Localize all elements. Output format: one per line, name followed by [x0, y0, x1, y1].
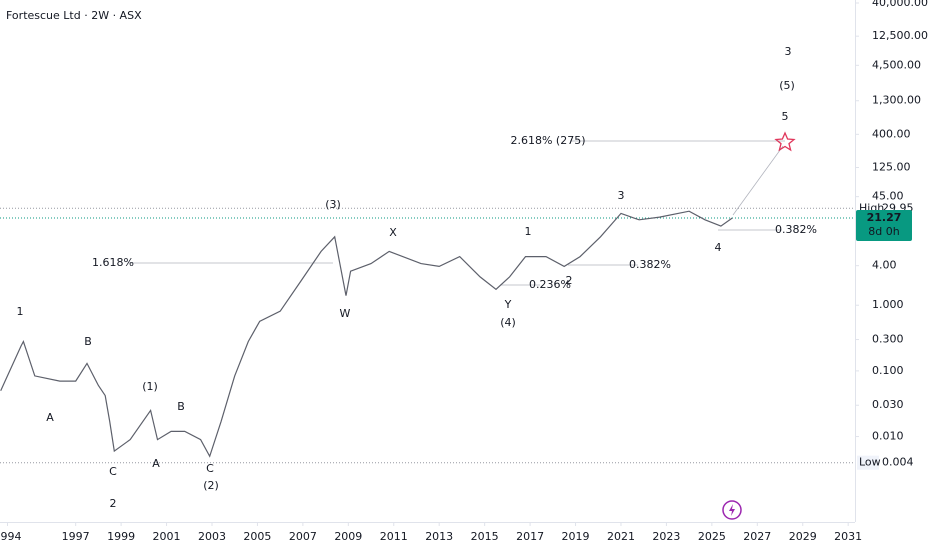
x-tick-label: 1994 — [0, 530, 21, 543]
wave-label: 1.618% — [92, 256, 134, 269]
wave-label: C — [109, 465, 117, 478]
last-countdown: 8d 0h — [868, 225, 899, 238]
fib-lines — [128, 140, 785, 286]
wave-label: 3 — [785, 45, 792, 58]
low-label: Low — [859, 456, 881, 469]
wave-label: W — [340, 307, 351, 320]
y-tick-label: 4,500.00 — [872, 58, 921, 71]
wave-label: 4 — [715, 241, 722, 254]
event-bolt — [729, 504, 735, 516]
y-tick-label: 12,500.00 — [872, 29, 928, 42]
y-tick-label: 0.010 — [872, 430, 904, 443]
x-tick-label: 2003 — [198, 530, 226, 543]
y-tick-label: 125.00 — [872, 161, 911, 174]
y-tick-label: 0.030 — [872, 398, 904, 411]
wave-label: 3 — [618, 189, 625, 202]
wave-label: 2.618% (275) — [510, 134, 585, 147]
y-tick-label: 0.300 — [872, 333, 904, 346]
wave-label: A — [152, 457, 160, 470]
wave-label: 2 — [566, 274, 573, 287]
wave-label: 1 — [525, 225, 532, 238]
x-tick-label: 2013 — [425, 530, 453, 543]
wave-label: Y — [504, 298, 512, 311]
wave-label: (4) — [500, 316, 516, 329]
wave-label: X — [389, 226, 397, 239]
wave-label: (2) — [203, 479, 219, 492]
wave-label: (5) — [779, 79, 795, 92]
wave-label: 1 — [17, 305, 24, 318]
wave-label: 5 — [782, 110, 789, 123]
wave-label: C — [206, 462, 214, 475]
x-tick-label: 2025 — [698, 530, 726, 543]
wave-label: 0.382% — [775, 223, 817, 236]
x-tick-label: 1997 — [62, 530, 90, 543]
wave-label: B — [177, 400, 185, 413]
wave-label: 0.382% — [629, 258, 671, 271]
x-tick-label: 2031 — [834, 530, 862, 543]
y-tick-label: 1,300.00 — [872, 94, 921, 107]
wave-label: A — [46, 411, 54, 424]
x-tick-label: 2015 — [471, 530, 499, 543]
x-tick-label: 2023 — [652, 530, 680, 543]
x-tick-label: 2029 — [789, 530, 817, 543]
wave-label: 0.236% — [529, 278, 571, 291]
y-tick-label: 400.00 — [872, 127, 911, 140]
x-tick-label: 2009 — [334, 530, 362, 543]
y-tick-label: 40,000.00 — [872, 0, 928, 9]
x-tick-label: 2021 — [607, 530, 635, 543]
x-tick-label: 2017 — [516, 530, 544, 543]
low-label-bg — [857, 455, 879, 470]
x-tick-label: 2005 — [243, 530, 271, 543]
last-badge — [856, 210, 912, 242]
price-line — [0, 210, 733, 458]
x-tick-label: 2019 — [562, 530, 590, 543]
low-value: 0.004 — [882, 456, 914, 469]
y-tick-label: 0.100 — [872, 364, 904, 377]
event-icon — [722, 500, 742, 520]
y-tick-label: 1.000 — [872, 298, 904, 311]
projection-line — [732, 145, 784, 216]
wave-label: (1) — [142, 380, 158, 393]
x-tick-label: 2027 — [743, 530, 771, 543]
wave-label: B — [84, 335, 92, 348]
x-tick-label: 2001 — [153, 530, 181, 543]
y-tick-label: 45.00 — [872, 190, 904, 203]
target-star — [774, 131, 796, 152]
last-value: 21.27 — [867, 211, 902, 224]
wave-label: (3) — [325, 198, 341, 211]
x-tick-label: 1999 — [107, 530, 135, 543]
x-tick-label: 2007 — [289, 530, 317, 543]
wave-label: 2 — [110, 497, 117, 510]
y-tick-label: 4.00 — [872, 259, 897, 272]
chart-title: Fortescue Ltd · 2W · ASX — [6, 9, 142, 22]
x-tick-label: 2011 — [380, 530, 408, 543]
